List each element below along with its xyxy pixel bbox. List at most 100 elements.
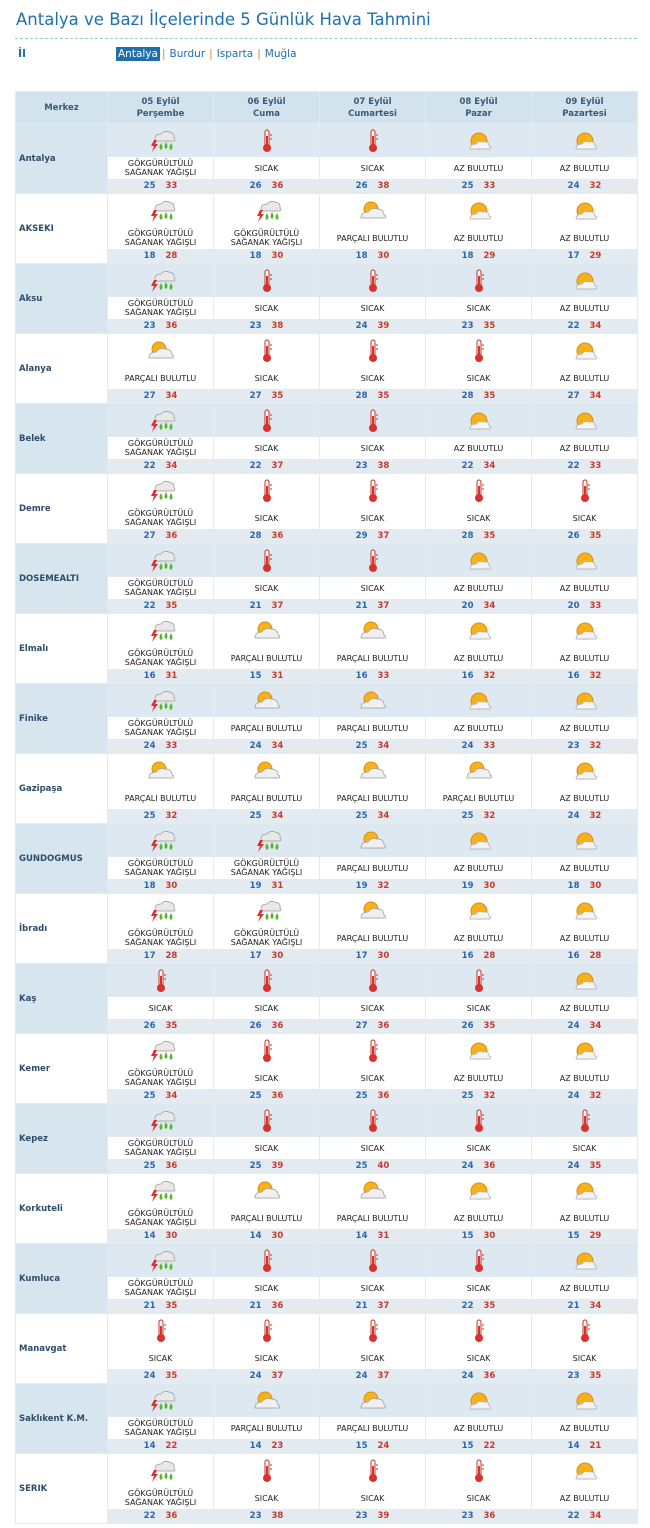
condition: AZ BULUTLU [453,653,504,663]
high-temp: 37 [377,1301,390,1311]
day-header: 06 Eylül Cuma [213,91,320,124]
location-name: Belek [15,403,108,474]
condition: PARÇALI BULUTLU [336,933,409,943]
temperatures: 14 31 [320,1229,425,1243]
low-temp: 14 [249,1441,262,1451]
condition: PARÇALI BULUTLU [230,653,303,663]
temperatures: 24 32 [532,179,637,193]
low-temp: 21 [355,1301,368,1311]
province-tab[interactable]: Isparta [216,48,254,60]
low-temp: 24 [249,1371,262,1381]
high-temp: 35 [165,1021,178,1031]
tab-separator: | [209,48,213,60]
temperatures: 15 24 [320,1439,425,1453]
high-temp: 32 [589,811,602,821]
temperatures: 16 28 [426,949,531,963]
low-temp: 23 [461,1511,474,1521]
weather-icon [320,684,425,717]
forecast-cell: SICAK 22 37 [213,403,320,474]
high-temp: 30 [165,1231,178,1241]
forecast-cell: SICAK 23 35 [425,263,532,334]
high-temp: 38 [377,181,390,191]
weather-icon [320,964,425,997]
low-temp: 25 [461,811,474,821]
weather-icon [108,1034,213,1067]
location-name: Kepez [15,1103,108,1174]
condition: SICAK [254,163,279,173]
low-temp: 18 [461,251,474,261]
low-temp: 21 [249,1301,262,1311]
forecast-cell: SICAK 27 35 [213,333,320,404]
weather-icon [214,1314,319,1347]
condition: SICAK [360,1073,385,1083]
low-temp: 24 [567,811,580,821]
weather-icon [532,824,637,857]
low-temp: 19 [249,881,262,891]
province-tab[interactable]: Antalya [116,47,160,61]
weather-icon [532,544,637,577]
temperatures: 16 31 [108,669,213,683]
temperatures: 27 34 [532,389,637,403]
forecast-cell: SICAK 28 35 [319,333,426,404]
location-name: AKSEKI [15,193,108,264]
weather-icon [426,124,531,157]
condition: AZ BULUTLU [559,443,610,453]
condition: AZ BULUTLU [559,653,610,663]
condition: PARÇALI BULUTLU [336,1213,409,1223]
forecast-cell: SICAK 22 35 [425,1243,532,1314]
high-temp: 34 [165,1091,178,1101]
low-temp: 14 [143,1231,156,1241]
forecast-cell: PARÇALI BULUTLU 17 30 [319,893,426,964]
forecast-cell: PARÇALI BULUTLU 27 34 [107,333,214,404]
condition: SICAK [360,1353,385,1363]
condition: SICAK [360,303,385,313]
low-temp: 24 [249,741,262,751]
condition: AZ BULUTLU [559,303,610,313]
weather-icon [532,1244,637,1277]
high-temp: 35 [589,1371,602,1381]
province-tab[interactable]: Muğla [264,48,297,60]
temperatures: 24 34 [214,739,319,753]
temperatures: 15 29 [532,1229,637,1243]
condition: AZ BULUTLU [453,933,504,943]
forecast-cell: GÖKGÜRÜLTÜLÜ SAĞANAK YAĞIŞLI 21 35 [107,1243,214,1314]
location-row: Kepez GÖKGÜRÜLTÜLÜ SAĞANAK YAĞIŞLI 25 36 SIC… [15,1103,638,1174]
weather-icon [320,1174,425,1207]
temperatures: 26 35 [108,1019,213,1033]
location-row: Belek GÖKGÜRÜLTÜLÜ SAĞANAK YAĞIŞLI 22 34 SIC… [15,403,638,474]
low-temp: 18 [143,251,156,261]
location-name: İbradı [15,893,108,964]
weather-icon [214,474,319,507]
temperatures: 22 33 [532,459,637,473]
low-temp: 15 [461,1441,474,1451]
forecast-cell: PARÇALI BULUTLU 15 31 [213,613,320,684]
province-tab[interactable]: Burdur [169,48,206,60]
weather-icon [320,894,425,927]
temperatures: 24 37 [214,1369,319,1383]
condition: SICAK [254,443,279,453]
condition: PARÇALI BULUTLU [336,793,409,803]
location-row: Finike GÖKGÜRÜLTÜLÜ SAĞANAK YAĞIŞLI 24 33 PA… [15,683,638,754]
location-row: DOSEMEALTI GÖKGÜRÜLTÜLÜ SAĞANAK YAĞIŞLI 22… [15,543,638,614]
weather-icon [532,334,637,367]
forecast-cell: PARÇALI BULUTLU 14 30 [213,1173,320,1244]
forecast-cell: AZ BULUTLU 16 32 [531,613,638,684]
forecast-cell: SICAK 24 36 [425,1103,532,1174]
weather-icon [320,1034,425,1067]
temperatures: 26 36 [214,179,319,193]
condition: PARÇALI BULUTLU [336,863,409,873]
high-temp: 34 [377,741,390,751]
condition: SICAK [572,1143,597,1153]
forecast-cell: PARÇALI BULUTLU 14 31 [319,1173,426,1244]
weather-icon [214,684,319,717]
condition: AZ BULUTLU [453,443,504,453]
forecast-cell: SICAK 23 38 [213,1453,320,1524]
low-temp: 15 [567,1231,580,1241]
temperatures: 25 34 [214,809,319,823]
condition: PARÇALI BULUTLU [124,373,197,383]
condition: SICAK [148,1353,173,1363]
weather-icon [532,1174,637,1207]
condition: PARÇALI BULUTLU [336,723,409,733]
temperatures: 24 36 [426,1369,531,1383]
weather-icon [320,614,425,647]
